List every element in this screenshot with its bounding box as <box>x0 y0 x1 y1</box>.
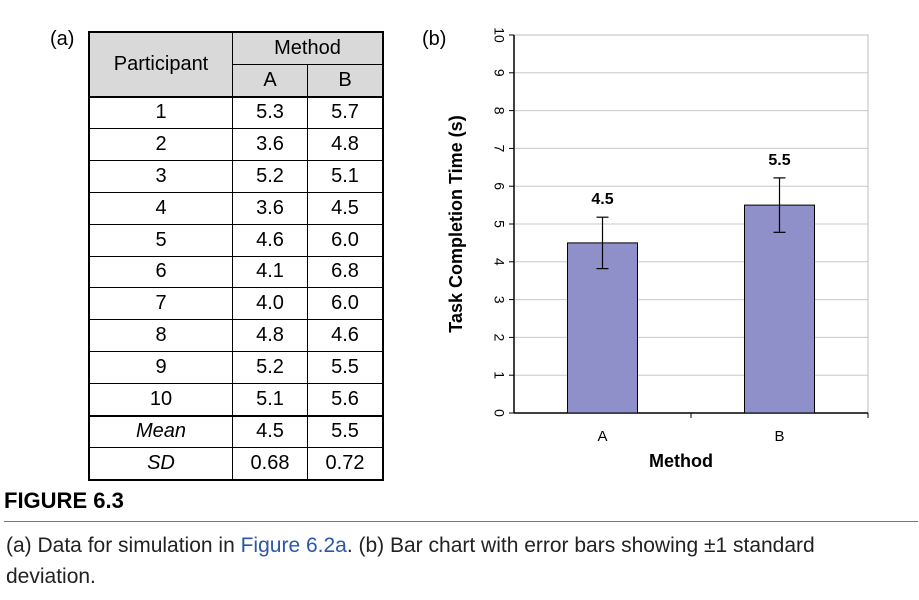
participant-cell: 3 <box>88 160 233 193</box>
table-row: 9 5.2 5.5 <box>88 350 384 384</box>
table-row: 2 3.6 4.8 <box>88 128 384 162</box>
y-tick-label: 9 <box>491 69 507 77</box>
bar-a <box>567 242 638 414</box>
participant-cell: 2 <box>88 128 233 162</box>
method-b-cell: 4.8 <box>307 128 384 162</box>
participant-cell: 1 <box>88 95 233 130</box>
figure-caption: (a) Data for simulation in Figure 6.2a. … <box>6 530 906 592</box>
method-b-cell: 0.72 <box>307 447 384 481</box>
figure-link[interactable]: Figure 6.2a <box>240 534 347 557</box>
method-a-cell: 3.6 <box>232 128 308 162</box>
summary-row: SD 0.68 0.72 <box>88 447 384 481</box>
participant-cell: SD <box>88 447 233 481</box>
y-tick-label: 8 <box>491 107 507 115</box>
data-label: 4.5 <box>591 191 613 208</box>
y-tick-label: 10 <box>491 27 507 43</box>
y-axis-label: Task Completion Time (s) <box>446 115 466 332</box>
table-row: 7 4.0 6.0 <box>88 287 384 321</box>
participant-cell: Mean <box>88 414 233 449</box>
method-a-cell: 0.68 <box>232 447 308 481</box>
participant-cell: 4 <box>88 191 233 225</box>
method-b-cell: 4.5 <box>307 191 384 225</box>
method-a-cell: 5.2 <box>232 350 308 384</box>
method-b-cell: 5.6 <box>307 382 384 417</box>
participant-cell: 7 <box>88 287 233 321</box>
table-row: 10 5.1 5.6 <box>88 382 384 417</box>
method-b-cell: 5.5 <box>307 414 384 449</box>
y-tick-label: 0 <box>491 409 507 417</box>
method-a-cell: 4.6 <box>232 223 308 257</box>
method-a-cell: 4.5 <box>232 414 308 449</box>
divider <box>4 521 918 522</box>
y-tick-label: 1 <box>491 371 507 379</box>
method-b-header: B <box>307 63 384 98</box>
participant-cell: 5 <box>88 223 233 257</box>
table-row: 3 5.2 5.1 <box>88 160 384 193</box>
caption-text-1: (a) Data for simulation in <box>6 534 241 557</box>
panel-a-label: (a) <box>50 28 75 50</box>
data-table: Participant Method A B 1 5.3 5.7 2 3.6 4.8 3 5.… <box>88 31 384 482</box>
participant-cell: 10 <box>88 382 233 417</box>
participant-cell: 9 <box>88 350 233 384</box>
bar-b <box>744 204 815 414</box>
table-row: 6 4.1 6.8 <box>88 255 384 289</box>
participant-cell: 6 <box>88 255 233 289</box>
method-a-cell: 4.1 <box>232 255 308 289</box>
caption-text-2: . (b) Bar chart with error bars showing … <box>6 534 815 588</box>
figure-label: FIGURE 6.3 <box>4 488 124 513</box>
method-a-header: A <box>232 63 308 98</box>
table-row: 8 4.8 4.6 <box>88 319 384 352</box>
x-tick-label: B <box>774 428 784 445</box>
table-row: 5 4.6 6.0 <box>88 223 384 257</box>
method-b-cell: 6.0 <box>307 287 384 321</box>
method-b-cell: 5.7 <box>307 95 384 130</box>
y-tick-label: 5 <box>491 220 507 228</box>
participant-header: Participant <box>88 31 233 98</box>
y-tick-label: 2 <box>491 334 507 342</box>
table-row: 1 5.3 5.7 <box>88 95 384 130</box>
method-a-cell: 5.2 <box>232 160 308 193</box>
y-tick-label: 7 <box>491 145 507 153</box>
y-tick-label: 6 <box>491 182 507 190</box>
participant-cell: 8 <box>88 319 233 352</box>
method-a-cell: 3.6 <box>232 191 308 225</box>
x-axis-label: Method <box>649 451 713 471</box>
data-label: 5.5 <box>768 152 790 169</box>
method-b-cell: 6.0 <box>307 223 384 257</box>
method-header: Method <box>232 31 384 65</box>
method-a-cell: 4.0 <box>232 287 308 321</box>
method-a-cell: 4.8 <box>232 319 308 352</box>
method-a-cell: 5.1 <box>232 382 308 417</box>
y-tick-label: 4 <box>491 258 507 266</box>
table-row: 4 3.6 4.5 <box>88 191 384 225</box>
bar-chart: 0 1 2 3 4 5 6 7 8 9 10 4.5 A 5.5 B Method Task Completio… <box>446 27 869 471</box>
y-tick-label: 3 <box>491 296 507 304</box>
x-tick-label: A <box>597 428 607 445</box>
method-b-cell: 5.5 <box>307 350 384 384</box>
panel-b-label: (b) <box>422 28 447 50</box>
method-b-cell: 5.1 <box>307 160 384 193</box>
method-a-cell: 5.3 <box>232 95 308 130</box>
summary-row: Mean 4.5 5.5 <box>88 414 384 449</box>
method-b-cell: 6.8 <box>307 255 384 289</box>
method-b-cell: 4.6 <box>307 319 384 352</box>
